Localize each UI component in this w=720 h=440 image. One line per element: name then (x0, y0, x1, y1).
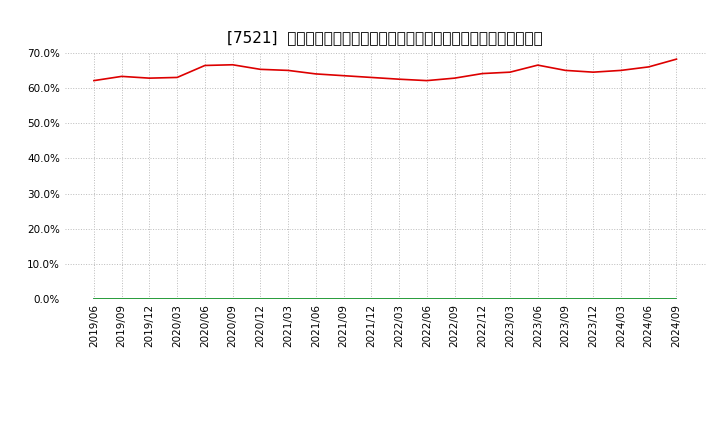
自己資本 (534, 62, 542, 68)
のれん (367, 297, 376, 302)
繰延税金資産 (256, 297, 265, 302)
のれん (312, 297, 320, 302)
自己資本 (339, 73, 348, 78)
自己資本 (450, 76, 459, 81)
自己資本 (145, 76, 154, 81)
繰延税金資産 (450, 297, 459, 302)
自己資本 (644, 64, 653, 70)
のれん (89, 297, 98, 302)
自己資本 (589, 70, 598, 75)
自己資本 (173, 75, 181, 80)
のれん (173, 297, 181, 302)
のれん (672, 297, 681, 302)
繰延税金資産 (561, 297, 570, 302)
自己資本 (616, 68, 625, 73)
繰延税金資産 (367, 297, 376, 302)
繰延税金資産 (284, 297, 292, 302)
のれん (561, 297, 570, 302)
自己資本 (367, 75, 376, 80)
繰延税金資産 (672, 297, 681, 302)
繰延税金資産 (228, 297, 237, 302)
自己資本 (395, 77, 403, 82)
のれん (505, 297, 514, 302)
繰延税金資産 (173, 297, 181, 302)
繰延税金資産 (312, 297, 320, 302)
のれん (450, 297, 459, 302)
のれん (423, 297, 431, 302)
繰延税金資産 (644, 297, 653, 302)
Line: 自己資本: 自己資本 (94, 59, 677, 81)
のれん (644, 297, 653, 302)
自己資本 (256, 67, 265, 72)
繰延税金資産 (117, 297, 126, 302)
のれん (117, 297, 126, 302)
自己資本 (228, 62, 237, 67)
繰延税金資産 (616, 297, 625, 302)
のれん (201, 297, 210, 302)
繰延税金資産 (145, 297, 154, 302)
繰延税金資産 (478, 297, 487, 302)
のれん (256, 297, 265, 302)
のれん (395, 297, 403, 302)
自己資本 (478, 71, 487, 76)
のれん (339, 297, 348, 302)
のれん (478, 297, 487, 302)
繰延税金資産 (589, 297, 598, 302)
自己資本 (89, 78, 98, 83)
繰延税金資産 (505, 297, 514, 302)
繰延税金資産 (395, 297, 403, 302)
自己資本 (561, 68, 570, 73)
自己資本 (423, 78, 431, 83)
自己資本 (284, 68, 292, 73)
のれん (616, 297, 625, 302)
自己資本 (201, 63, 210, 68)
のれん (534, 297, 542, 302)
自己資本 (505, 70, 514, 75)
繰延税金資産 (534, 297, 542, 302)
自己資本 (672, 56, 681, 62)
繰延税金資産 (423, 297, 431, 302)
のれん (284, 297, 292, 302)
自己資本 (117, 74, 126, 79)
のれん (589, 297, 598, 302)
のれん (228, 297, 237, 302)
自己資本 (312, 71, 320, 77)
繰延税金資産 (201, 297, 210, 302)
Title: [7521]  自己資本、のれん、繰延税金資産の総資産に対する比率の推移: [7521] 自己資本、のれん、繰延税金資産の総資産に対する比率の推移 (228, 29, 543, 45)
繰延税金資産 (89, 297, 98, 302)
のれん (145, 297, 154, 302)
繰延税金資産 (339, 297, 348, 302)
